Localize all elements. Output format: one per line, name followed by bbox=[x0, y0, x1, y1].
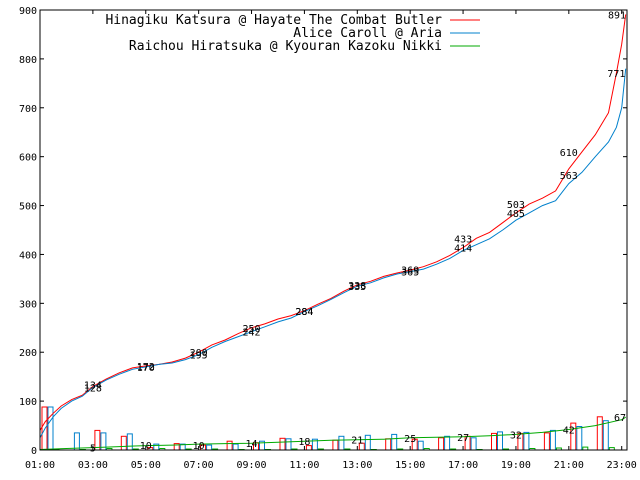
y-tick-label: 900 bbox=[19, 6, 37, 17]
y-tick-label: 600 bbox=[19, 153, 37, 164]
hourly-bar bbox=[523, 431, 530, 451]
axes-layer: 0 100 200 300 400 500 600 700 800 900 01:00 03:00 05… bbox=[19, 6, 637, 471]
data-label: 32 bbox=[510, 430, 522, 441]
x-tick-label: 09:00 bbox=[236, 460, 266, 471]
data-label: 771 bbox=[607, 69, 625, 80]
legend-label: Alice Caroll @ Aria bbox=[293, 26, 442, 41]
data-labels-layer: 134 172 200 250 284 338 369 433 503 610 771 891 128 1… bbox=[84, 10, 626, 454]
data-label: 365 bbox=[401, 268, 419, 279]
hourly-bar bbox=[279, 437, 286, 451]
data-label: 242 bbox=[242, 328, 260, 339]
y-tick-label: 0 bbox=[31, 446, 37, 457]
x-tick-label: 17:00 bbox=[448, 460, 478, 471]
x-tick-label: 07:00 bbox=[184, 460, 214, 471]
data-label: 170 bbox=[137, 363, 155, 374]
x-tick-label: 05:00 bbox=[131, 460, 161, 471]
hourly-bar bbox=[444, 435, 451, 451]
hourly-bar bbox=[391, 433, 398, 451]
hourly-bars-layer bbox=[41, 406, 615, 451]
data-label: 25 bbox=[404, 434, 416, 445]
legend-label: Hinagiku Katsura @ Hayate The Combat But… bbox=[105, 13, 442, 28]
hourly-bar bbox=[417, 440, 424, 451]
hourly-bar bbox=[385, 438, 392, 451]
data-label: 21 bbox=[351, 436, 363, 447]
data-label: 14 bbox=[245, 439, 257, 450]
x-tick-label: 21:00 bbox=[554, 460, 584, 471]
hourly-bar bbox=[543, 432, 550, 451]
hourly-bar bbox=[73, 432, 80, 451]
series-line bbox=[39, 416, 626, 450]
hourly-bar bbox=[206, 444, 213, 451]
y-tick-label: 800 bbox=[19, 55, 37, 66]
x-tick-label: 23:00 bbox=[607, 460, 637, 471]
hourly-bar bbox=[470, 437, 477, 451]
y-tick-label: 200 bbox=[19, 348, 37, 359]
hourly-bar bbox=[338, 435, 345, 451]
y-tick-label: 400 bbox=[19, 250, 37, 261]
series-line bbox=[39, 14, 627, 431]
legend: Hinagiku Katsura @ Hayate The Combat But… bbox=[105, 13, 480, 54]
data-label: 891 bbox=[608, 10, 626, 21]
y-tick-label: 500 bbox=[19, 202, 37, 213]
legend-label: Raichou Hiratsuka @ Kyouran Kazoku Nikki bbox=[129, 39, 442, 54]
data-label: 172 bbox=[137, 362, 155, 373]
hourly-bar bbox=[576, 426, 583, 451]
data-label: 195 bbox=[190, 351, 208, 362]
data-label: 610 bbox=[560, 148, 578, 159]
hourly-bar bbox=[226, 440, 233, 451]
hourly-bar bbox=[364, 434, 371, 451]
x-tick-label: 11:00 bbox=[289, 460, 319, 471]
series-lines-layer bbox=[39, 14, 627, 450]
data-label: 42 bbox=[563, 426, 575, 437]
hourly-bar bbox=[332, 439, 339, 451]
data-label: 134 bbox=[84, 381, 102, 392]
data-label: 485 bbox=[507, 209, 525, 220]
x-tick-label: 19:00 bbox=[501, 460, 531, 471]
hourly-bar bbox=[549, 429, 556, 451]
hourly-bar bbox=[126, 433, 133, 451]
data-label: 369 bbox=[401, 266, 419, 277]
data-label: 27 bbox=[457, 433, 469, 444]
data-label: 250 bbox=[242, 324, 260, 335]
x-tick-label: 01:00 bbox=[25, 460, 55, 471]
data-label: 503 bbox=[507, 200, 525, 211]
hourly-bar bbox=[120, 435, 127, 451]
x-tick-label: 03:00 bbox=[78, 460, 108, 471]
data-label: 433 bbox=[454, 234, 472, 245]
hourly-bar bbox=[602, 420, 609, 451]
hourly-bar bbox=[596, 416, 603, 451]
hourly-bar bbox=[232, 443, 239, 451]
data-label: 67 bbox=[614, 413, 626, 424]
x-tick-label: 15:00 bbox=[395, 460, 425, 471]
data-label: 563 bbox=[560, 171, 578, 182]
data-label: 284 bbox=[295, 307, 313, 318]
y-tick-label: 700 bbox=[19, 104, 37, 115]
data-label: 200 bbox=[190, 348, 208, 359]
y-tick-label: 300 bbox=[19, 299, 37, 310]
y-tick-label: 100 bbox=[19, 397, 37, 408]
data-label: 414 bbox=[454, 244, 472, 255]
x-tick-label: 13:00 bbox=[342, 460, 372, 471]
series-line bbox=[39, 68, 627, 439]
plot-frame bbox=[39, 9, 628, 451]
hourly-bar bbox=[497, 431, 503, 451]
hourly-bar bbox=[47, 406, 54, 451]
data-label: 284 bbox=[295, 307, 313, 318]
data-label: 128 bbox=[84, 383, 102, 394]
hourly-bar bbox=[285, 438, 292, 451]
data-label: 18 bbox=[298, 437, 310, 448]
hourly-bar bbox=[438, 437, 445, 451]
data-label: 338 bbox=[348, 281, 366, 292]
data-label: 335 bbox=[348, 282, 366, 293]
